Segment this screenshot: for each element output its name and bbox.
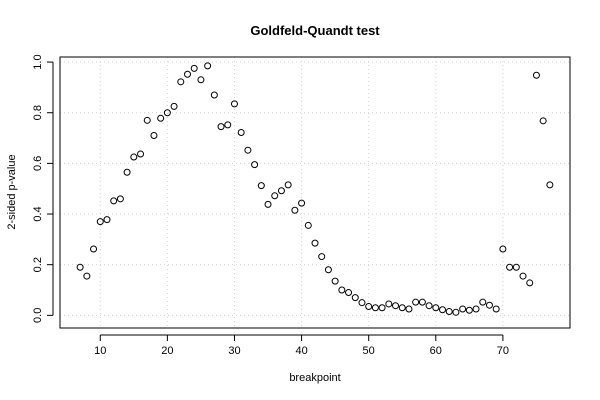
data-point — [378, 304, 386, 312]
data-point — [371, 304, 379, 312]
data-point — [237, 128, 245, 136]
data-point — [432, 304, 440, 312]
data-point — [291, 206, 299, 214]
x-tick-label: 10 — [94, 345, 106, 357]
y-axis-label: 2-sided p-value — [6, 154, 18, 229]
data-point — [311, 239, 319, 247]
data-point — [418, 298, 426, 306]
y-tick-label: 0.8 — [32, 105, 44, 120]
plot-frame — [59, 56, 571, 329]
data-point — [512, 263, 520, 271]
data-point — [103, 216, 111, 224]
data-point — [123, 168, 131, 176]
data-point — [90, 245, 98, 253]
data-points — [76, 62, 554, 316]
data-point — [485, 301, 493, 309]
data-point — [358, 299, 366, 307]
data-point — [324, 266, 332, 274]
data-point — [318, 253, 326, 261]
data-point — [398, 304, 406, 312]
data-point — [519, 272, 527, 280]
grid — [60, 57, 570, 328]
data-point — [338, 286, 346, 294]
data-point — [405, 305, 413, 313]
x-tick-label: 70 — [497, 345, 509, 357]
data-point — [130, 153, 138, 161]
data-point — [264, 200, 272, 208]
data-point — [452, 308, 460, 316]
y-tick-label: 0.2 — [32, 257, 44, 272]
data-point — [257, 182, 265, 190]
data-point — [76, 263, 84, 271]
data-point — [210, 91, 218, 99]
data-point — [385, 300, 393, 308]
data-point — [244, 146, 252, 154]
data-point — [157, 114, 165, 122]
data-point — [546, 181, 554, 189]
data-point — [499, 245, 507, 253]
data-point — [472, 305, 480, 313]
data-point — [184, 70, 191, 78]
data-point — [143, 116, 151, 124]
chart-title: Goldfeld-Quandt test — [250, 23, 380, 38]
data-point — [492, 305, 500, 313]
data-point — [224, 121, 232, 129]
data-point — [439, 306, 446, 314]
data-point — [304, 221, 312, 229]
x-tick-label: 60 — [430, 345, 442, 357]
data-point — [445, 308, 453, 316]
data-point — [177, 78, 185, 86]
data-point — [526, 279, 534, 287]
y-tick-label: 1.0 — [32, 54, 44, 69]
data-point — [190, 64, 198, 72]
data-point — [137, 150, 145, 158]
axes: 10 20 30 40 50 60 70 0.0 0.2 0.4 0.6 0.8 1.0 — [32, 54, 509, 357]
data-point — [331, 277, 339, 285]
data-point — [392, 302, 400, 310]
x-tick-label: 20 — [161, 345, 173, 357]
data-point — [197, 76, 205, 84]
data-point — [251, 161, 259, 169]
data-point — [150, 132, 158, 140]
data-point — [479, 298, 487, 306]
data-point — [459, 305, 467, 313]
data-point — [271, 192, 279, 200]
data-point — [116, 195, 124, 203]
data-point — [506, 263, 514, 271]
data-point — [412, 298, 420, 306]
data-point — [83, 272, 91, 280]
y-tick-label: 0.0 — [32, 308, 44, 323]
x-tick-label: 40 — [295, 345, 307, 357]
data-point — [204, 62, 212, 70]
data-point — [230, 100, 238, 108]
data-point — [163, 109, 171, 117]
x-axis-label: breakpoint — [289, 372, 340, 384]
data-point — [298, 199, 306, 207]
data-point — [217, 123, 225, 131]
y-tick-label: 0.4 — [32, 206, 44, 221]
data-point — [170, 102, 178, 110]
data-point — [96, 218, 104, 226]
data-point — [351, 294, 359, 302]
data-point — [110, 197, 118, 205]
data-point — [425, 302, 433, 310]
x-tick-label: 30 — [228, 345, 240, 357]
data-point — [539, 117, 547, 125]
data-point — [284, 181, 292, 189]
x-tick-label: 50 — [363, 345, 375, 357]
data-point — [277, 187, 285, 195]
data-point — [345, 289, 353, 297]
data-point — [532, 71, 540, 79]
data-point — [465, 306, 473, 314]
y-tick-label: 0.6 — [32, 156, 44, 171]
data-point — [365, 302, 373, 310]
